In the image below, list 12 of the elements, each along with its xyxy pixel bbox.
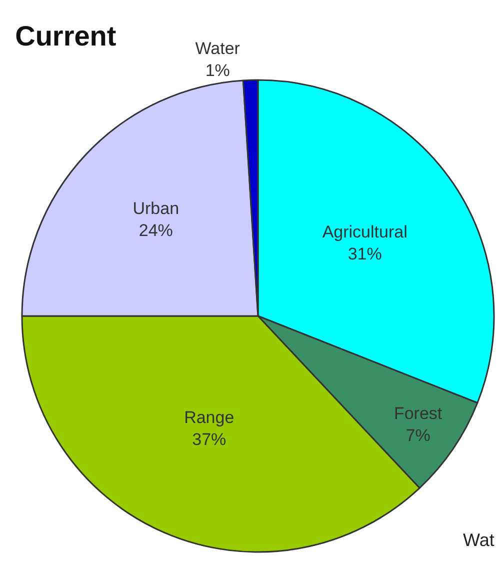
slice-label: Range: [184, 408, 234, 427]
slice-label: Agricultural: [322, 222, 408, 242]
data-label: 24%: [138, 221, 173, 240]
slice-label: Forest: [394, 404, 442, 423]
data-label: 31%: [348, 244, 382, 264]
data-label: 37%: [192, 430, 226, 450]
text: Wat: [463, 530, 494, 550]
data-label: 1%: [205, 61, 230, 80]
slice-label: Urban: [132, 199, 180, 218]
chart-title: Current: [15, 20, 116, 52]
slice-label: Water: [195, 39, 240, 58]
data-label: 7%: [406, 426, 430, 446]
